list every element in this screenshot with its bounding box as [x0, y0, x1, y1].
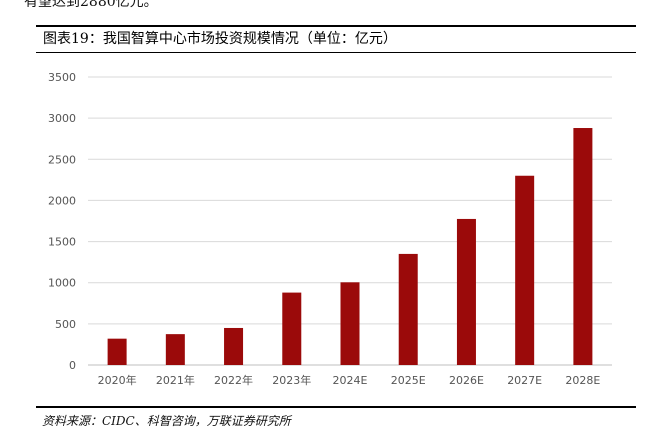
bar-2022年 [224, 327, 244, 365]
x-tick-labels: 2020年 2021年 2022年 2023年 2024E 2025E 2026E 2027E… [98, 373, 601, 387]
y-tick-label: 2500 [48, 153, 76, 166]
x-tick-label: 2026E [449, 374, 484, 387]
x-tick-label: 2024E [333, 374, 368, 387]
source-note: 资料来源：CIDC、科智咨询，万联证券研究所 [42, 414, 291, 428]
x-tick-label: 2022年 [214, 373, 253, 387]
title-rule [36, 52, 636, 53]
y-tick-label: 500 [55, 318, 76, 331]
bar-2021年 [165, 334, 185, 365]
x-tick-label: 2025E [391, 374, 426, 387]
bar-2020年 [107, 338, 127, 365]
x-tick-label: 2020年 [98, 373, 137, 387]
x-tick-label: 2023年 [272, 373, 311, 387]
bars [107, 128, 593, 365]
y-tick-label: 3000 [48, 112, 76, 125]
x-tick-label: 2027E [507, 374, 542, 387]
figure-title: 图表19：我国智算中心市场投资规模情况（单位：亿元） [43, 31, 397, 47]
y-tick-label: 2000 [48, 194, 76, 207]
bar-2025E [398, 253, 418, 365]
x-tick-label: 2021年 [156, 373, 195, 387]
y-tick-label: 1500 [48, 236, 76, 249]
bar-2023年 [282, 292, 302, 365]
bar-2028E [573, 128, 593, 365]
y-tick-label: 0 [69, 359, 76, 372]
y-tick-labels: 0 500 1000 1500 2000 2500 3000 3500 [48, 71, 76, 372]
x-tick-label: 2028E [565, 374, 600, 387]
y-tick-label: 1000 [48, 277, 76, 290]
top-rule [36, 25, 636, 27]
y-tick-label: 3500 [48, 71, 76, 84]
intro-text: 有望达到2880亿元。 [24, 0, 158, 10]
bar-2024E [340, 282, 360, 365]
bar-2026E [456, 218, 476, 365]
bottom-rule [36, 406, 636, 408]
bar-2027E [515, 175, 535, 365]
